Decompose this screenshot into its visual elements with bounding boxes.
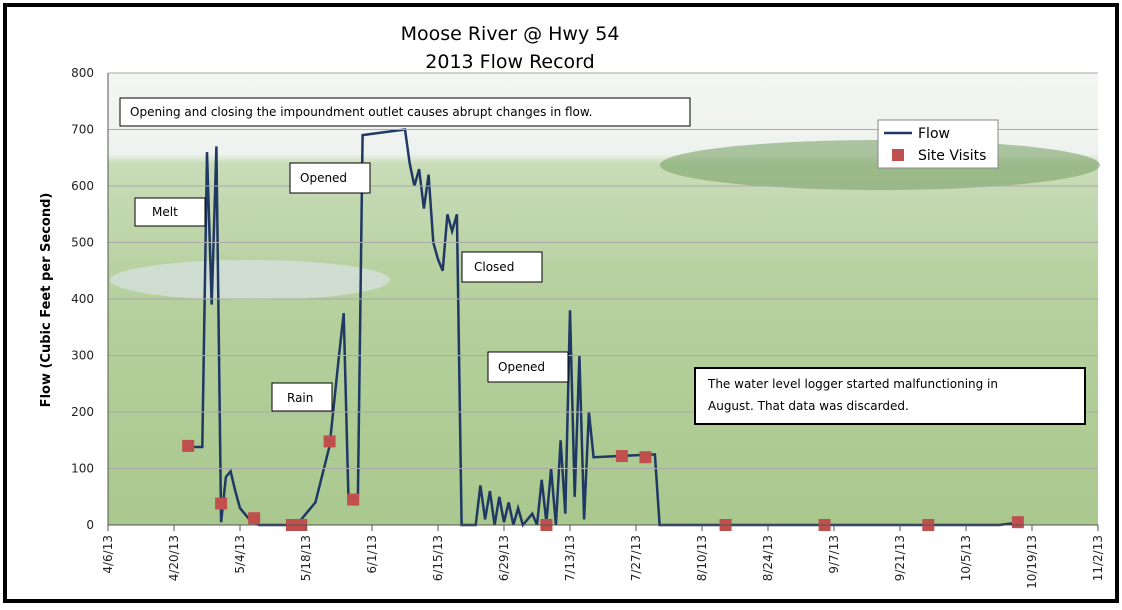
x-tick-label: 5/18/13 xyxy=(299,535,313,581)
site-visit-marker xyxy=(215,498,227,510)
annotation: August. That data was discarded. xyxy=(708,399,909,413)
site-visit-marker xyxy=(347,494,359,506)
y-tick-label: 800 xyxy=(71,66,94,80)
site-visit-marker xyxy=(1012,516,1024,528)
x-tick-label: 8/10/13 xyxy=(695,535,709,581)
x-tick-label: 11/2/13 xyxy=(1091,535,1105,581)
site-visit-marker xyxy=(616,450,628,462)
y-tick-label: 400 xyxy=(71,292,94,306)
y-tick-label: 0 xyxy=(86,518,94,532)
legend-label: Flow xyxy=(918,126,950,142)
annotation: Rain xyxy=(287,391,313,405)
x-tick-label: 4/6/13 xyxy=(101,535,115,574)
x-tick-label: 9/7/13 xyxy=(827,535,841,574)
annotation: The water level logger started malfuncti… xyxy=(707,377,998,391)
x-tick-label: 7/13/13 xyxy=(563,535,577,581)
site-visit-marker xyxy=(182,440,194,452)
x-tick-label: 8/24/13 xyxy=(761,535,775,581)
y-tick-label: 500 xyxy=(71,236,94,250)
annotation: Opening and closing the impoundment outl… xyxy=(130,105,592,119)
y-tick-label: 100 xyxy=(71,462,94,476)
chart: Moose River @ Hwy 54 2013 Flow Record Fl… xyxy=(0,0,1122,606)
x-tick-label: 5/4/13 xyxy=(233,535,247,574)
y-axis-label: Flow (Cubic Feet per Second) xyxy=(39,193,54,408)
site-visit-marker xyxy=(639,451,651,463)
y-tick-label: 200 xyxy=(71,405,94,419)
annotation: Melt xyxy=(152,205,178,219)
x-tick-label: 10/19/13 xyxy=(1025,535,1039,589)
chart-subtitle: 2013 Flow Record xyxy=(425,51,594,73)
chart-title: Moose River @ Hwy 54 xyxy=(401,23,620,45)
y-tick-label: 600 xyxy=(71,179,94,193)
site-visit-marker xyxy=(248,512,260,524)
x-tick-label: 9/21/13 xyxy=(893,535,907,581)
x-tick-label: 6/29/13 xyxy=(497,535,511,581)
site-visit-marker xyxy=(324,435,336,447)
creek xyxy=(110,260,390,300)
annotation: Opened xyxy=(300,171,347,185)
annotation: Closed xyxy=(474,260,514,274)
y-tick-label: 700 xyxy=(71,123,94,137)
x-tick-label: 6/15/13 xyxy=(431,535,445,581)
x-tick-label: 4/20/13 xyxy=(167,535,181,581)
legend-swatch xyxy=(892,149,904,161)
x-tick-label: 6/1/13 xyxy=(365,535,379,574)
x-tick-label: 10/5/13 xyxy=(959,535,973,581)
annotation: Opened xyxy=(498,360,545,374)
y-tick-label: 300 xyxy=(71,349,94,363)
x-tick-label: 7/27/13 xyxy=(629,535,643,581)
legend-label: Site Visits xyxy=(918,148,986,164)
